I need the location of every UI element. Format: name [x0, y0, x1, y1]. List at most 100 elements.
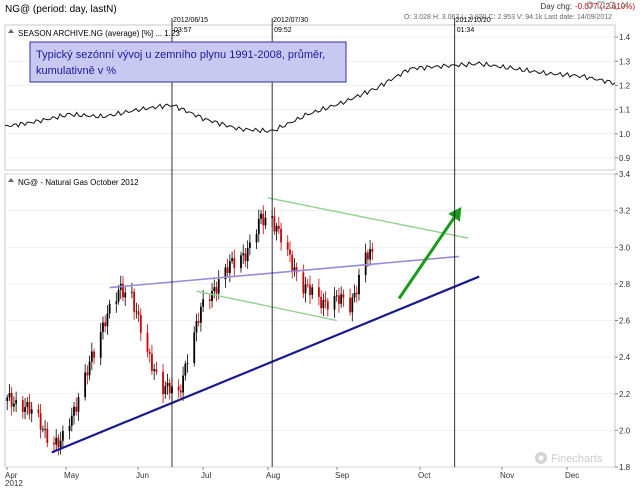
- candle-body-51: [164, 386, 167, 395]
- candle-66: [211, 283, 213, 308]
- candle-body-96: [304, 284, 307, 294]
- candle-27: [88, 355, 91, 381]
- candle-92: [291, 250, 294, 279]
- candle-body-92: [291, 254, 294, 271]
- candle-112: [353, 284, 356, 303]
- candle-70: [224, 263, 227, 288]
- candle-body-26: [86, 372, 89, 376]
- candle-102: [322, 293, 325, 317]
- candle-body-73: [231, 258, 233, 261]
- candle-61: [195, 313, 198, 342]
- candle-58: [184, 361, 187, 381]
- top-y-axis: 0.9 1.0 1.1 1.2 1.3 1.4: [615, 33, 631, 163]
- candle-body-47: [151, 353, 153, 371]
- date-marker-date-2: 2012/10/20: [456, 17, 491, 24]
- top-y-tick-label-2: 1.1: [619, 106, 631, 115]
- x-tick-label-9: Dec: [565, 471, 579, 480]
- candle-31: [102, 316, 104, 340]
- x-tick-label-3: Jun: [136, 471, 149, 480]
- season-line-layer: [4, 61, 616, 134]
- candle-10: [37, 403, 40, 418]
- x-tick-label-8: Nov: [500, 471, 514, 480]
- date-marker-date-1: 2012/07/30: [273, 17, 308, 24]
- candle-76: [242, 244, 245, 264]
- candle-body-94: [295, 267, 298, 273]
- candle-body-86: [273, 216, 276, 232]
- candle-32: [104, 315, 107, 333]
- day-change-label: Day chg:: [540, 2, 572, 11]
- candle-73: [231, 251, 233, 264]
- candle-110: [349, 288, 351, 316]
- candle-body-61: [195, 321, 198, 333]
- candle-57: [182, 366, 185, 401]
- candle-18: [59, 431, 62, 455]
- close-icon[interactable]: [621, 1, 629, 9]
- candle-body-102: [322, 300, 325, 309]
- candle-body-109: [342, 294, 345, 298]
- candle-78: [246, 240, 249, 269]
- candle-body-103: [324, 300, 327, 302]
- candle-50: [162, 363, 164, 404]
- candle-body-33: [106, 313, 109, 327]
- annotation-line-2: kumulativně v %: [36, 65, 116, 77]
- candle-body-25: [84, 372, 87, 398]
- date-marker-time-2: 01:34: [457, 27, 475, 34]
- bottom-y-tick-label-5: 2.8: [619, 280, 631, 289]
- candle-body-8: [28, 402, 31, 414]
- candle-91: [289, 241, 291, 263]
- candle-body-112: [353, 292, 356, 298]
- candle-body-7: [26, 402, 29, 408]
- candle-body-40: [130, 291, 133, 293]
- candle-body-68: [215, 287, 218, 294]
- candle-body-15: [53, 442, 55, 445]
- date-markers-layer: 2012/06/15 03:57 2012/07/30 09:52 2012/10/20…: [171, 17, 491, 467]
- candle-79: [248, 234, 251, 256]
- candle-97: [306, 278, 309, 288]
- candle-body-108: [340, 294, 343, 304]
- candle-89: [280, 222, 282, 251]
- candle-35: [115, 292, 118, 313]
- candle-30: [99, 322, 102, 366]
- candle-body-95: [302, 272, 305, 294]
- x-tick-label-2: May: [64, 471, 79, 480]
- candle-body-3: [13, 403, 15, 407]
- candle-body-110: [349, 297, 351, 313]
- upper-channel-line: [109, 255, 460, 289]
- candle-body-66: [211, 291, 213, 301]
- candle-81: [257, 209, 260, 243]
- bottom-panel-label: NG@ - Natural Gas October 2012: [18, 178, 139, 187]
- candle-body-24: [77, 397, 80, 412]
- bottom-y-axis: 1.8 2.0 2.2 2.4 2.6 2.8 3.0 3.2 3.4: [615, 170, 631, 472]
- candle-body-81: [257, 218, 260, 235]
- candle-body-97: [306, 284, 309, 286]
- candle-body-29: [93, 351, 95, 358]
- candle-body-69: [217, 279, 220, 294]
- gridlines: [5, 36, 615, 468]
- candle-body-34: [108, 303, 111, 314]
- candle-65: [208, 294, 211, 310]
- candle-38: [122, 276, 124, 302]
- annotation-note: Typický sezónní vývoj u zemního plynu 19…: [29, 41, 347, 83]
- candle-63: [200, 302, 202, 332]
- candle-body-48: [153, 369, 156, 371]
- candle-body-67: [213, 287, 216, 292]
- candle-body-45: [146, 332, 149, 352]
- annotation-line-1: Typický sezónní vývoj u zemního plynu 19…: [36, 49, 325, 61]
- candle-100: [318, 278, 320, 306]
- candle-117: [369, 239, 372, 266]
- collapse-icon[interactable]: [8, 29, 14, 33]
- pin-icon[interactable]: [586, 1, 594, 9]
- top-y-tick-label-4: 1.3: [619, 57, 631, 66]
- zoom-icon[interactable]: [608, 1, 618, 11]
- candle-body-64: [202, 299, 205, 307]
- candle-body-18: [59, 440, 62, 448]
- settings-icon[interactable]: [597, 1, 605, 9]
- collapse-icon[interactable]: [8, 178, 14, 182]
- candle-45: [146, 324, 149, 358]
- candle-96: [304, 276, 307, 303]
- candle-87: [275, 223, 278, 241]
- candle-body-12: [41, 428, 44, 430]
- candle-1: [8, 384, 11, 401]
- candle-28: [90, 342, 93, 371]
